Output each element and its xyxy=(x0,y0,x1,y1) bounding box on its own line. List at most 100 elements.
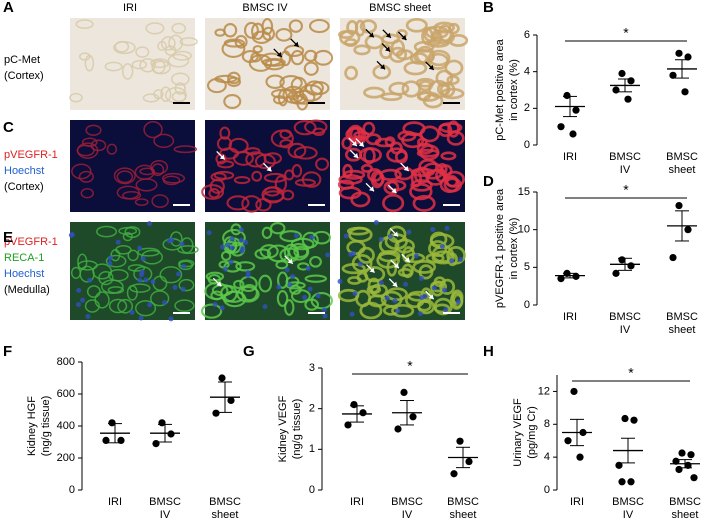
data-point xyxy=(684,226,692,234)
tissue-structure xyxy=(337,288,360,303)
tissue-structure xyxy=(382,193,405,213)
x-tick-label: IRI xyxy=(562,311,578,323)
error-bar xyxy=(678,459,692,469)
nucleus xyxy=(238,237,244,243)
tissue-structure xyxy=(288,243,310,261)
nucleus xyxy=(219,305,225,311)
data-point xyxy=(400,388,408,396)
arrow-head xyxy=(403,166,409,172)
tissue-structure xyxy=(337,179,355,190)
nucleus xyxy=(294,232,300,238)
tissue-structure xyxy=(85,124,102,136)
nucleus xyxy=(87,277,93,283)
y-tick-label: 0 xyxy=(69,484,75,496)
tissue-structure xyxy=(435,168,448,183)
significance-label: * xyxy=(628,365,634,381)
nucleus xyxy=(337,278,343,284)
tissue-structure xyxy=(417,299,436,315)
nucleus xyxy=(168,316,174,322)
arrow-head xyxy=(358,141,364,147)
tissue-structure xyxy=(233,176,251,185)
nucleus xyxy=(422,293,428,299)
data-point xyxy=(102,436,110,444)
data-point xyxy=(557,123,565,131)
tissue-structure xyxy=(405,17,428,33)
data-point xyxy=(669,253,677,262)
tissue-structure xyxy=(303,61,319,76)
y-tick-label: 600 xyxy=(57,388,75,400)
tissue-structure xyxy=(436,81,451,97)
tissue-structure xyxy=(201,184,225,200)
tissue-structure xyxy=(301,171,322,188)
nucleus xyxy=(384,295,390,301)
panel-letter: A xyxy=(3,0,14,16)
tissue-structure xyxy=(261,226,273,240)
y-axis-title: (ng/g tissue) xyxy=(40,396,52,457)
tissue-structure xyxy=(226,195,250,211)
tissue-structure xyxy=(258,274,273,293)
tissue-structure xyxy=(289,284,302,295)
tissue-structure xyxy=(116,170,134,184)
tissue-structure xyxy=(108,298,128,314)
data-point xyxy=(681,88,689,96)
tissue-structure xyxy=(279,138,294,149)
x-tick-label: IRI xyxy=(569,496,585,508)
data-point xyxy=(675,201,683,210)
tissue-structure xyxy=(90,139,107,152)
data-point xyxy=(218,374,226,382)
tissue-structure xyxy=(84,54,95,72)
tissue-structure xyxy=(209,178,225,194)
data-point xyxy=(344,421,352,429)
nucleus xyxy=(138,272,144,278)
tissue-structure xyxy=(248,54,273,72)
nucleus xyxy=(455,299,461,305)
tissue-structure xyxy=(215,153,227,165)
tissue-structure xyxy=(174,82,186,95)
tissue-structure xyxy=(303,49,318,62)
panel-letter: E xyxy=(3,229,13,246)
error-bar xyxy=(563,272,577,279)
data-point xyxy=(621,414,629,423)
tissue-structure xyxy=(126,285,138,301)
tissue-structure xyxy=(139,58,156,73)
y-tick-label: 200 xyxy=(57,452,75,464)
y-tick-label: 400 xyxy=(57,420,75,432)
y-tick-label: 0 xyxy=(309,484,315,496)
tissue-structure xyxy=(275,260,289,270)
tissue-structure xyxy=(160,86,172,103)
tissue-structure xyxy=(143,120,163,139)
data-point xyxy=(409,413,417,421)
tissue-structure xyxy=(413,166,431,184)
nucleus xyxy=(150,279,156,285)
arrow-head xyxy=(351,141,357,147)
nucleus xyxy=(406,229,412,235)
error-bar xyxy=(108,423,122,444)
tissue-structure xyxy=(279,75,303,92)
nucleus xyxy=(373,219,379,225)
x-tick-label: BMSC IV xyxy=(609,311,641,336)
nucleus xyxy=(206,230,212,236)
tissue-structure xyxy=(241,283,258,302)
column-header: BMSC IV xyxy=(242,2,288,14)
tissue-structure xyxy=(75,19,94,30)
tissue-structure xyxy=(304,119,328,135)
tissue-structure xyxy=(178,278,195,292)
y-tick-label: 0 xyxy=(524,299,530,311)
tissue-structure xyxy=(394,166,414,181)
data-point xyxy=(684,53,692,61)
error-bar xyxy=(350,405,364,423)
tissue-structure xyxy=(313,49,334,66)
tissue-structure xyxy=(310,292,333,310)
tissue-structure xyxy=(106,143,118,155)
row-label: RECA-1 xyxy=(4,252,44,264)
y-tick-label: 15 xyxy=(518,186,530,198)
nucleus xyxy=(378,236,384,242)
tissue-structure xyxy=(121,63,134,80)
nucleus xyxy=(129,309,135,315)
data-point xyxy=(687,451,695,459)
y-axis-title: pVEGFR-1 positive area xyxy=(494,188,506,308)
data-point xyxy=(359,409,367,417)
nucleus xyxy=(107,255,113,261)
y-tick-label: 0 xyxy=(524,139,530,151)
tissue-structure xyxy=(105,254,127,268)
